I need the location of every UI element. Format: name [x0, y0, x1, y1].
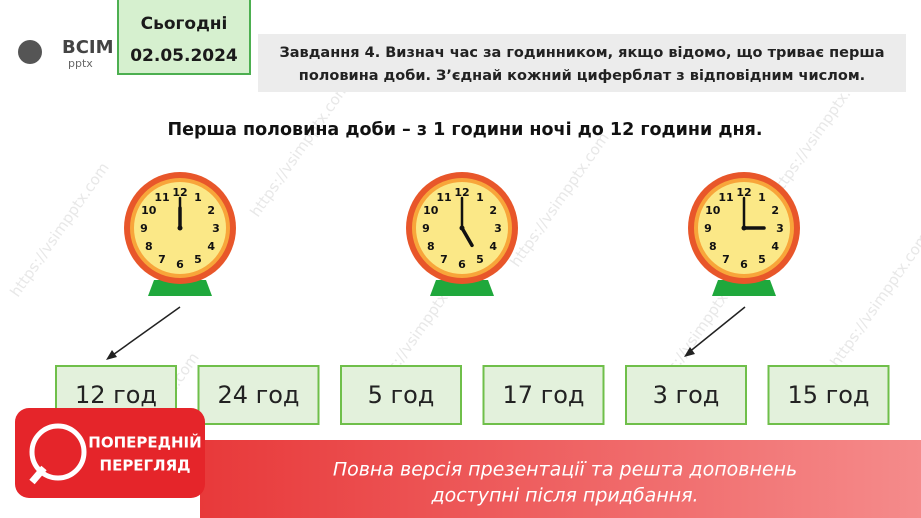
option-box [767, 365, 890, 425]
clock-numeral: 9 [140, 222, 148, 235]
clock-numeral: 2 [771, 204, 779, 217]
badge-text: ПЕРЕГЛЯД [100, 457, 191, 475]
clock-numeral: 6 [740, 258, 748, 271]
clock-numeral: 5 [194, 253, 202, 266]
clock-numeral: 6 [176, 258, 184, 271]
option-text: 15 год [787, 381, 869, 409]
badge-icon [29, 465, 47, 485]
logo-sub: pptx [68, 57, 93, 70]
clock-numeral: 11 [154, 191, 169, 204]
arrow-head [684, 347, 695, 357]
clock-numeral: 8 [427, 240, 435, 253]
logo-icon [18, 40, 42, 64]
option-text: 12 год [75, 381, 157, 409]
badge-icon [29, 423, 87, 481]
clock-stand [430, 280, 494, 296]
clock-numeral: 12 [736, 186, 751, 199]
option-box [197, 365, 320, 425]
clock-numeral: 3 [212, 222, 220, 235]
option-text: 5 год [368, 381, 435, 409]
task-line: Завдання 4. Визнач час за годинником, як… [279, 45, 884, 61]
clock-numeral: 10 [141, 204, 157, 217]
date-box [117, 0, 251, 75]
banner [200, 440, 921, 518]
clock-numeral: 10 [705, 204, 721, 217]
option-text: 3 год [653, 381, 720, 409]
arrow-head [106, 350, 117, 360]
clock-stand [712, 280, 776, 296]
subtitle: Перша половина доби – з 1 години ночі до… [168, 120, 763, 140]
clock-center [177, 225, 183, 231]
badge-text: ПОПЕРЕДНІЙ [88, 433, 201, 452]
arrow [687, 306, 746, 354]
clock-numeral: 9 [422, 222, 430, 235]
clock-numeral: 4 [489, 240, 497, 253]
clock-numeral: 4 [771, 240, 779, 253]
task-box [258, 34, 906, 92]
clock-numeral: 9 [704, 222, 712, 235]
clock-numeral: 1 [758, 191, 766, 204]
clock-numeral: 7 [158, 253, 166, 266]
option-text: 17 год [502, 381, 584, 409]
date: 02.05.2024 [130, 46, 238, 66]
clock-numeral: 5 [758, 253, 766, 266]
logo-name: ВСІМ [62, 37, 114, 58]
arrow [109, 306, 181, 358]
clock-hand [460, 226, 474, 248]
clock-numeral: 11 [436, 191, 451, 204]
clock-numeral: 10 [423, 204, 439, 217]
clock-center [741, 225, 747, 231]
clock-numeral: 12 [454, 186, 469, 199]
clock-center [459, 225, 465, 231]
date-label: Сьогодні [141, 14, 228, 34]
banner-text: доступні після придбання. [430, 485, 698, 507]
badge [15, 408, 205, 498]
clock-numeral: 8 [709, 240, 717, 253]
clock-numeral: 1 [194, 191, 202, 204]
option-text: 24 год [217, 381, 299, 409]
option-box [340, 365, 462, 425]
logo: ВСІМ pptx [18, 37, 114, 70]
clock-numeral: 6 [458, 258, 466, 271]
clock-numeral: 11 [718, 191, 733, 204]
clock-stand [148, 280, 212, 296]
clock-numeral: 8 [145, 240, 153, 253]
clock-numeral: 3 [776, 222, 784, 235]
clock-numeral: 7 [722, 253, 730, 266]
option-box [625, 365, 747, 425]
task-line: половина доби. З’єднай кожний циферблат … [299, 68, 865, 84]
clock-numeral: 1 [476, 191, 484, 204]
options: 12 год 24 год 5 год 17 год 3 год 15 год [55, 365, 890, 425]
option-box [482, 365, 605, 425]
clock-numeral: 3 [494, 222, 502, 235]
clock-numeral: 7 [440, 253, 448, 266]
clock-numeral: 2 [489, 204, 497, 217]
clock-numeral: 5 [476, 253, 484, 266]
clock-numeral: 12 [172, 186, 187, 199]
banner-text: Повна версія презентації та решта доповн… [333, 459, 797, 481]
clock-numeral: 4 [207, 240, 215, 253]
clock-numeral: 2 [207, 204, 215, 217]
